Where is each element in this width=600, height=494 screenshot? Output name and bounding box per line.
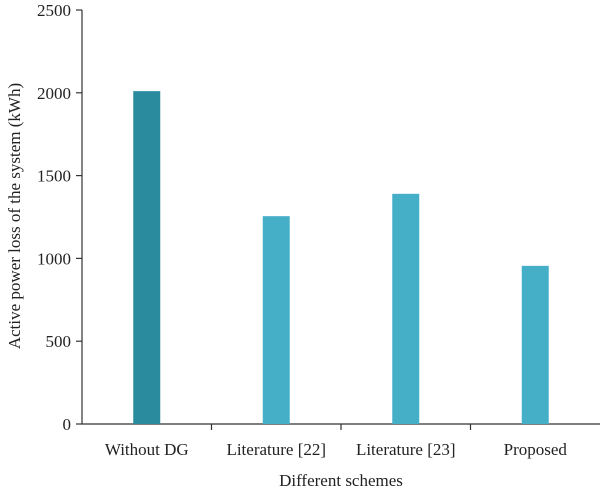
y-axis: 0 500 1000 1500 2000 2500 [37, 1, 83, 434]
y-tick-label: 1500 [37, 167, 71, 186]
y-tick-label: 2000 [37, 84, 71, 103]
bar [521, 265, 549, 424]
x-tick-label: Literature [22] [226, 440, 326, 459]
y-axis-title: Active power loss of the system (kWh) [5, 83, 24, 349]
y-tick-label: 0 [63, 415, 72, 434]
x-tick-label: Proposed [504, 440, 568, 459]
bar [392, 193, 420, 424]
y-tick-label: 1000 [37, 249, 71, 268]
x-tick-label: Without DG [105, 440, 189, 459]
bars [133, 91, 549, 425]
x-tick-label: Literature [23] [356, 440, 456, 459]
y-tick-label: 500 [46, 332, 72, 351]
bar [133, 91, 161, 425]
bar [262, 216, 290, 424]
x-axis-title: Different schemes [279, 471, 403, 490]
y-tick-label: 2500 [37, 1, 71, 20]
x-axis: Without DG Literature [22] Literature [23]… [82, 423, 600, 459]
